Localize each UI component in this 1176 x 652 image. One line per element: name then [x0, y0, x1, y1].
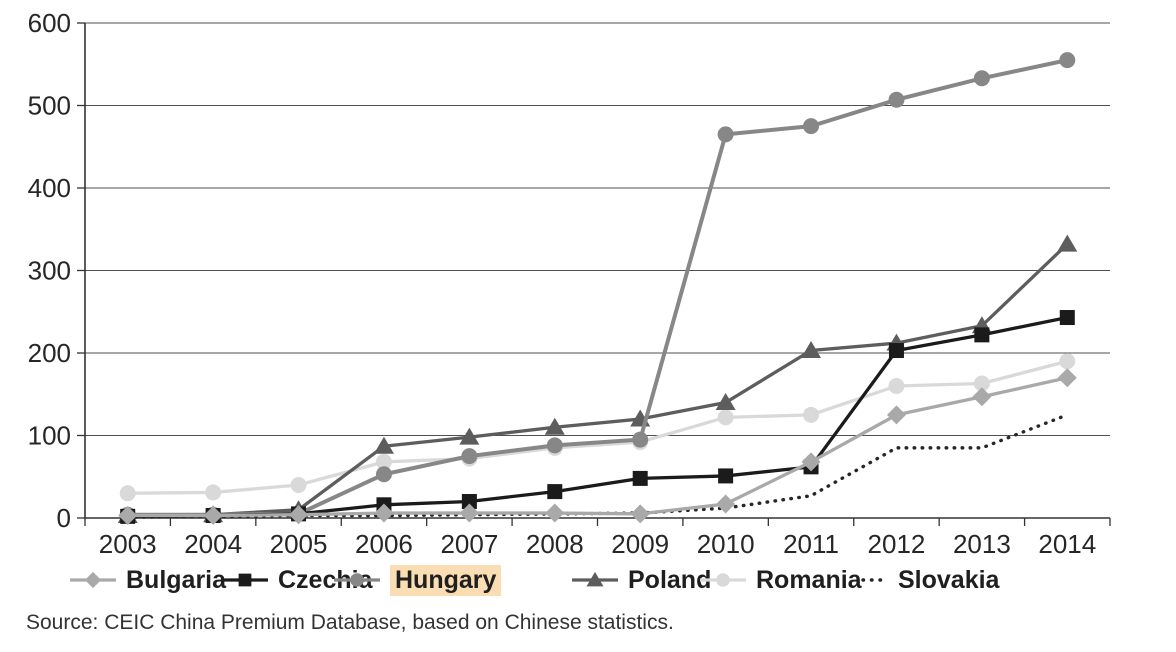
x-tick-label: 2009 — [611, 529, 669, 559]
series-hungary — [119, 52, 1076, 523]
series-poland — [117, 234, 1078, 524]
series-bulgaria — [118, 368, 1077, 526]
y-tick-label: 0 — [57, 503, 71, 533]
x-tick-label: 2004 — [184, 529, 242, 559]
series-line-poland — [127, 242, 1069, 518]
y-tick-label: 400 — [28, 173, 71, 203]
romania-legend-marker-icon — [700, 573, 746, 587]
gridlines — [77, 22, 1110, 519]
series-line-romania — [127, 359, 1068, 495]
legend-label-bulgaria: Bulgaria — [126, 565, 227, 594]
x-tick-label: 2005 — [270, 529, 328, 559]
czechia-legend-marker-icon — [222, 573, 268, 587]
x-tick-label: 2003 — [99, 529, 157, 559]
x-tick-label: 2006 — [355, 529, 413, 559]
axes — [84, 23, 1111, 526]
x-tick-label: 2014 — [1038, 529, 1096, 559]
x-tick-label: 2013 — [953, 529, 1011, 559]
legend-item-czechia: Czechia — [222, 563, 372, 597]
poland-legend-marker-icon — [572, 571, 618, 587]
legend-item-romania: Romania — [700, 563, 862, 597]
series-line-bulgaria — [127, 376, 1068, 518]
legend-label-poland: Poland — [628, 565, 712, 594]
y-tick-label: 200 — [28, 338, 71, 368]
x-tick-label: 2011 — [783, 529, 839, 559]
legend-label-slovakia: Slovakia — [898, 565, 1000, 594]
chart-legend: Bulgaria Czechia Hungary Poland Romania Slova… — [0, 563, 1176, 597]
series-romania — [119, 353, 1076, 502]
y-tick-label: 600 — [28, 8, 71, 38]
y-tick-label: 100 — [28, 421, 71, 451]
series-czechia — [120, 310, 1075, 524]
slovakia-legend-marker-icon — [861, 578, 887, 582]
x-tick-label: 2007 — [440, 529, 498, 559]
legend-label-romania: Romania — [756, 565, 862, 594]
y-axis-labels: 0 100 200 300 400 500 600 — [28, 8, 71, 533]
series-slovakia — [126, 413, 1069, 519]
y-tick-label: 300 — [28, 256, 71, 286]
series-line-slovakia — [126, 413, 1069, 519]
legend-item-slovakia: Slovakia — [860, 563, 999, 597]
source-note: Source: CEIC China Premium Database, bas… — [26, 611, 674, 634]
legend-label-hungary: Hungary — [390, 564, 502, 596]
hungary-legend-marker-icon — [334, 573, 380, 587]
bulgaria-legend-marker-icon — [70, 571, 116, 589]
x-tick-label: 2010 — [697, 529, 755, 559]
x-tick-label: 2012 — [868, 529, 926, 559]
legend-item-bulgaria: Bulgaria — [70, 563, 226, 597]
x-axis-labels: 2003 2004 2005 2006 2007 2008 2009 2010 2011 2012… — [99, 529, 1096, 559]
legend-item-poland: Poland — [572, 563, 711, 597]
legend-item-hungary: Hungary — [334, 563, 502, 597]
x-tick-label: 2008 — [526, 529, 584, 559]
y-tick-label: 500 — [28, 91, 71, 121]
